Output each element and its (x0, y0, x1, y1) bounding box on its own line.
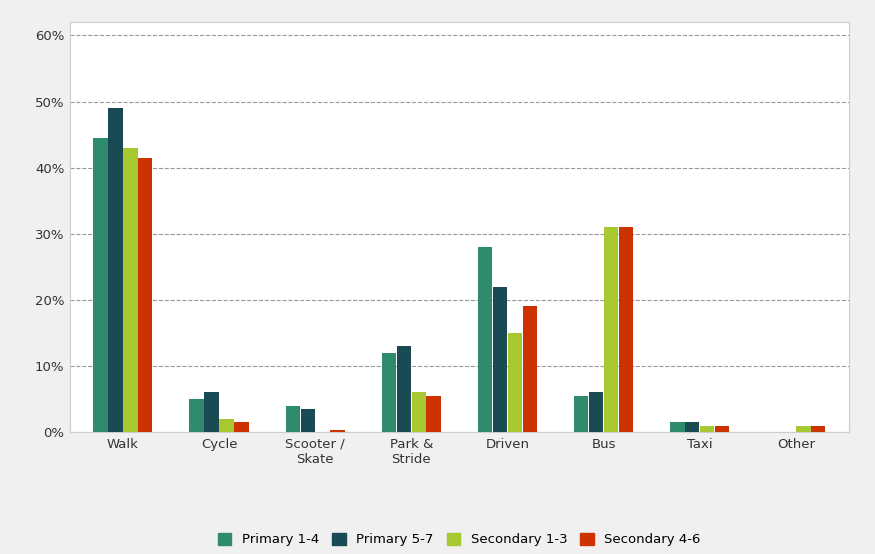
Bar (604, 227, 619, 432)
Bar (589, 392, 604, 432)
Bar (138, 158, 152, 432)
Bar (382, 353, 396, 432)
Bar (108, 108, 123, 432)
Legend: Primary 1-4, Primary 5-7, Secondary 1-3, Secondary 4-6: Primary 1-4, Primary 5-7, Secondary 1-3,… (214, 529, 704, 550)
Bar (123, 148, 137, 432)
Bar (700, 425, 714, 432)
Bar (300, 409, 315, 432)
Bar (811, 425, 825, 432)
Bar (574, 396, 589, 432)
Bar (715, 425, 729, 432)
Bar (478, 247, 493, 432)
Bar (190, 399, 204, 432)
Bar (396, 346, 411, 432)
Bar (685, 422, 699, 432)
Bar (796, 425, 810, 432)
Bar (330, 430, 345, 432)
Bar (411, 392, 426, 432)
Bar (94, 138, 108, 432)
Bar (507, 333, 522, 432)
Bar (220, 419, 234, 432)
Bar (670, 422, 684, 432)
Bar (426, 396, 441, 432)
Bar (619, 227, 634, 432)
Bar (205, 392, 219, 432)
Bar (285, 406, 300, 432)
Bar (234, 422, 248, 432)
Bar (522, 306, 537, 432)
Bar (493, 286, 507, 432)
